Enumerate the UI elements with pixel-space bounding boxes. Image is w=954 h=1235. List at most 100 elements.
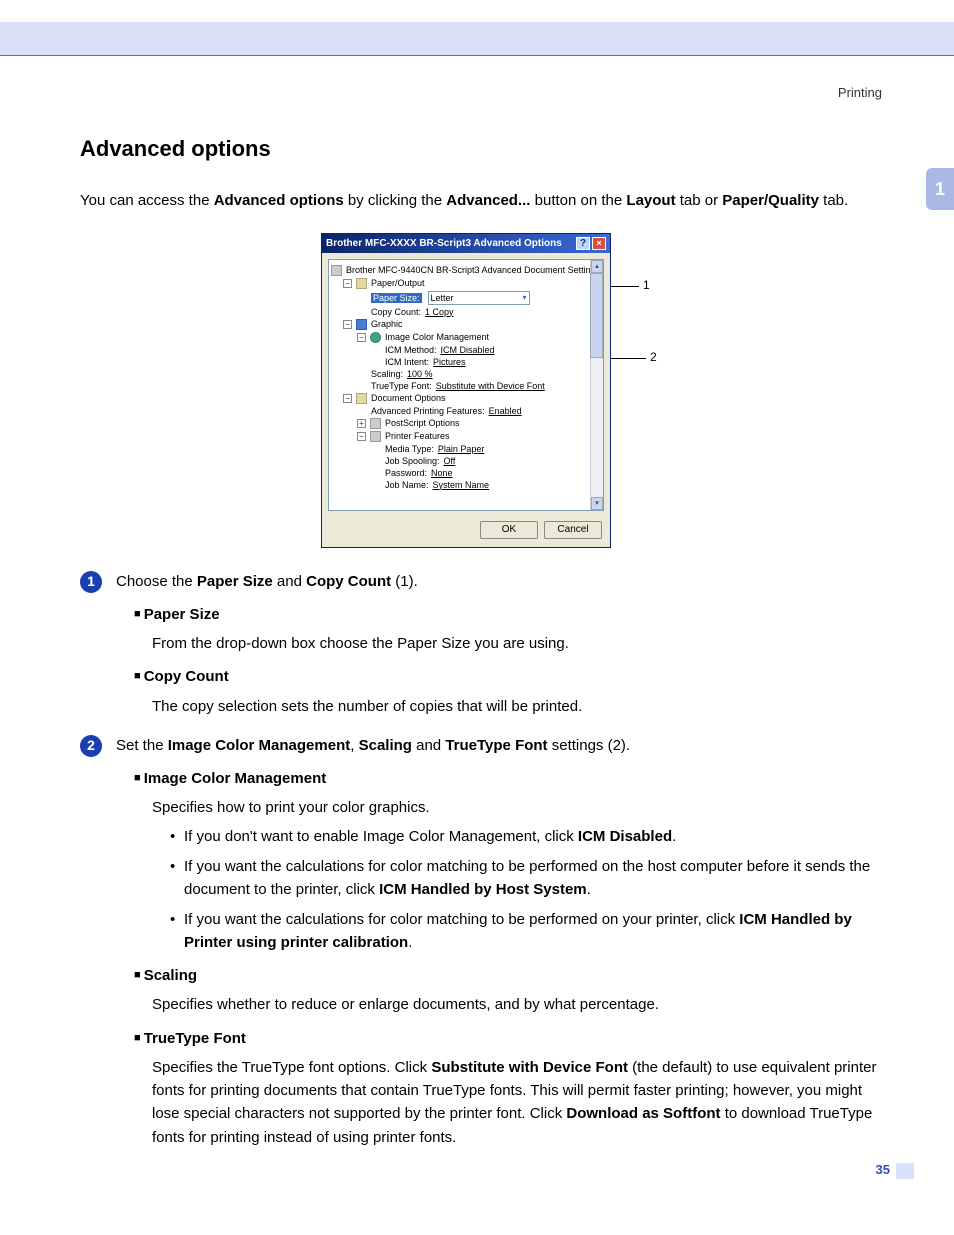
tree-node[interactable]: − Image Color Management xyxy=(331,331,601,344)
intro-bold: Advanced... xyxy=(446,192,530,209)
step-text: and xyxy=(412,737,445,754)
paper-size-select[interactable]: Letter xyxy=(428,291,530,305)
step-badge-1: 1 xyxy=(80,571,102,593)
close-button[interactable]: × xyxy=(592,237,606,250)
intro-paragraph: You can access the Advanced options by c… xyxy=(80,190,892,213)
step-2-body: Set the Image Color Management, Scaling … xyxy=(116,734,892,1153)
li-text: If you want the calculations for color m… xyxy=(184,911,739,928)
li-text: . xyxy=(408,934,412,951)
advanced-options-dialog: Brother MFC-XXXX BR-Script3 Advanced Opt… xyxy=(321,233,611,548)
tree-label: Image Color Management xyxy=(385,332,489,342)
list-item: If you don't want to enable Image Color … xyxy=(170,826,892,849)
scrollbar[interactable]: ▴ ▾ xyxy=(590,260,603,510)
tree-label: Document Options xyxy=(371,393,446,403)
step-bold: Paper Size xyxy=(197,573,273,590)
sub-text: The copy selection sets the number of co… xyxy=(152,695,892,718)
li-bold: ICM Disabled xyxy=(578,828,672,845)
tree-value: 100 % xyxy=(407,369,433,379)
icm-list: If you don't want to enable Image Color … xyxy=(170,826,892,955)
collapse-icon[interactable]: − xyxy=(343,320,352,329)
tree-label: Password: xyxy=(385,468,427,478)
tree-node[interactable]: + PostScript Options xyxy=(331,417,601,430)
tree-label: Advanced Printing Features: xyxy=(371,406,485,416)
tree-value: Plain Paper xyxy=(438,444,485,454)
tree-leaf[interactable]: TrueType Font: Substitute with Device Fo… xyxy=(331,380,601,392)
tree-label: PostScript Options xyxy=(385,418,460,428)
tree-leaf-copy-count[interactable]: Copy Count: 1 Copy xyxy=(331,306,601,318)
tree-leaf[interactable]: Password: None xyxy=(331,467,601,479)
tree-label: TrueType Font: xyxy=(371,381,432,391)
step-1-line: Choose the Paper Size and Copy Count (1)… xyxy=(116,570,892,593)
collapse-icon[interactable]: − xyxy=(357,333,366,342)
step-bold: Copy Count xyxy=(306,573,391,590)
collapse-icon[interactable]: − xyxy=(357,432,366,441)
li-text: . xyxy=(587,881,591,898)
tree-leaf[interactable]: Job Name: System Name xyxy=(331,479,601,491)
tree-label: Brother MFC-9440CN BR-Script3 Advanced D… xyxy=(346,265,600,275)
tree-node[interactable]: − Graphic xyxy=(331,318,601,331)
tree-leaf-paper-size[interactable]: Paper Size: Letter xyxy=(331,290,601,306)
tree-leaf[interactable]: ICM Method: ICM Disabled xyxy=(331,344,601,356)
expand-icon[interactable]: + xyxy=(357,419,366,428)
step-text: , xyxy=(350,737,358,754)
tree-leaf[interactable]: Advanced Printing Features: Enabled xyxy=(331,405,601,417)
collapse-icon[interactable]: − xyxy=(343,394,352,403)
li-text: . xyxy=(672,828,676,845)
li-text: If you don't want to enable Image Color … xyxy=(184,828,578,845)
step-text: and xyxy=(273,573,306,590)
tree-label: Scaling: xyxy=(371,369,403,379)
collapse-icon[interactable]: − xyxy=(343,279,352,288)
tree-leaf[interactable]: Job Spooling: Off xyxy=(331,455,601,467)
tree-node[interactable]: − Paper/Output xyxy=(331,277,601,290)
tree-label: Paper/Output xyxy=(371,278,425,288)
tree-label: ICM Intent: xyxy=(385,357,429,367)
selected-label: Paper Size: xyxy=(371,293,422,303)
step-bold: TrueType Font xyxy=(445,737,547,754)
select-value: Letter xyxy=(431,293,454,303)
tree-label: Job Spooling: xyxy=(385,456,440,466)
dialog-body: Brother MFC-9440CN BR-Script3 Advanced D… xyxy=(328,259,604,511)
sub-heading: Scaling xyxy=(134,964,892,987)
dialog-titlebar: Brother MFC-XXXX BR-Script3 Advanced Opt… xyxy=(322,234,610,253)
ok-button[interactable]: OK xyxy=(480,521,538,539)
list-item: If you want the calculations for color m… xyxy=(170,856,892,901)
tree-value: Off xyxy=(444,456,456,466)
step-2-line: Set the Image Color Management, Scaling … xyxy=(116,734,892,757)
step-badge-2: 2 xyxy=(80,735,102,757)
page-title: Advanced options xyxy=(80,136,892,162)
tree-leaf[interactable]: ICM Intent: Pictures xyxy=(331,356,601,368)
tt-bold: Download as Softfont xyxy=(566,1105,720,1122)
step-text: Choose the xyxy=(116,573,197,590)
tree-label: Job Name: xyxy=(385,480,429,490)
intro-bold: Advanced options xyxy=(214,192,344,209)
help-button[interactable]: ? xyxy=(576,237,590,250)
scroll-down-button[interactable]: ▾ xyxy=(591,497,603,510)
tree-label: Graphic xyxy=(371,319,403,329)
tree-leaf[interactable]: Scaling: 100 % xyxy=(331,368,601,380)
tree-value: None xyxy=(431,468,453,478)
intro-text: button on the xyxy=(530,192,626,209)
header-section-label: Printing xyxy=(838,85,882,100)
top-band xyxy=(0,22,954,56)
scroll-thumb[interactable] xyxy=(590,273,603,358)
tree-label: Copy Count: xyxy=(371,307,421,317)
chapter-side-tab: 1 xyxy=(926,168,954,210)
step-text: (1). xyxy=(391,573,418,590)
sub-truetype: TrueType Font Specifies the TrueType fon… xyxy=(134,1027,892,1149)
step-text: settings (2). xyxy=(548,737,631,754)
cancel-button[interactable]: Cancel xyxy=(544,521,602,539)
tree-value: Enabled xyxy=(489,406,522,416)
tree-leaf[interactable]: Media Type: Plain Paper xyxy=(331,443,601,455)
step-text: Set the xyxy=(116,737,168,754)
intro-text: tab or xyxy=(676,192,723,209)
tree-value: ICM Disabled xyxy=(441,345,495,355)
scroll-up-button[interactable]: ▴ xyxy=(591,260,603,273)
sub-icm: Image Color Management Specifies how to … xyxy=(134,767,892,954)
callout-line-2 xyxy=(611,358,646,359)
tree-node[interactable]: − Printer Features xyxy=(331,430,601,443)
step-1-body: Choose the Paper Size and Copy Count (1)… xyxy=(116,570,892,722)
tt-bold: Substitute with Device Font xyxy=(431,1059,628,1076)
folder-icon xyxy=(356,278,367,289)
tree-label: Printer Features xyxy=(385,431,450,441)
tree-node[interactable]: − Document Options xyxy=(331,392,601,405)
